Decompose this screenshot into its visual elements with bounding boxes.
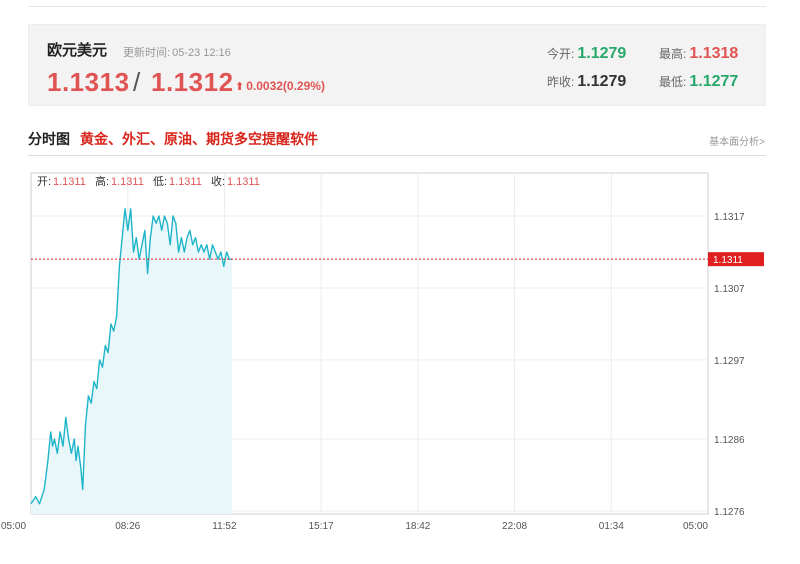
plot-frame [30, 172, 709, 515]
y-tick-label: 1.1307 [714, 284, 745, 295]
ask-price: 1.1312 [151, 67, 234, 97]
update-time-value: 05-23 12:16 [172, 47, 231, 59]
stat-low: 最低: 1.1277 [659, 73, 738, 91]
promo-link[interactable]: 黄金、外汇、原油、期货多空提醒软件 [80, 131, 318, 147]
up-arrow-icon: ⬆ [235, 81, 245, 93]
section-divider [28, 155, 766, 156]
stat-low-value: 1.1277 [689, 73, 739, 90]
y-tick-label: 1.1276 [714, 507, 745, 518]
stat-high: 最高: 1.1318 [659, 45, 738, 63]
price-line [30, 208, 233, 505]
section-title: 分时图 [28, 131, 70, 147]
top-divider [28, 6, 766, 7]
current-price-label: 1.1311 [713, 255, 743, 266]
price-change: ⬆ 0.0032(0.29%) [235, 79, 325, 93]
bid-price: 1.1313 [47, 67, 130, 97]
x-tick-label: 05:00 [1, 521, 26, 532]
ohlc-label: 开: [37, 176, 51, 188]
x-tick-label: 05:00 [683, 521, 708, 532]
stat-open: 今开: 1.1279 [547, 45, 626, 63]
update-time: 更新时间: 05-23 12:16 [123, 44, 231, 60]
ohlc-value: 1.1311 [53, 176, 86, 188]
stat-prev-close: 昨收: 1.1279 [547, 73, 626, 91]
intraday-chart[interactable]: 1.1317 1.1307 1.1297 1.1286 1.1276 05:00 08:26… [0, 156, 800, 564]
ohlc-value: 1.1311 [111, 176, 144, 188]
y-tick-label: 1.1317 [714, 212, 745, 223]
stat-low-label: 最低: [659, 75, 687, 89]
instrument-name: 欧元美元 [47, 42, 108, 59]
price-area [31, 208, 233, 515]
ohlc-value: 1.1311 [227, 176, 260, 188]
stat-prev-close-value: 1.1279 [577, 73, 627, 90]
stat-open-label: 今开: [547, 47, 575, 61]
x-tick-label: 22:08 [502, 521, 527, 532]
x-tick-label: 15:17 [309, 521, 334, 532]
price-separator: / [133, 67, 141, 97]
ohlc-label: 低: [153, 175, 167, 188]
x-tick-label: 18:42 [405, 521, 430, 532]
update-time-label: 更新时间: [123, 47, 171, 59]
quote-panel: 欧元美元 更新时间: 05-23 12:16 1.1313 / 1.1312 ⬆ 0… [28, 24, 766, 106]
current-price-tag [708, 252, 764, 267]
stat-open-value: 1.1279 [577, 45, 627, 62]
ohlc-label: 收: [211, 174, 225, 188]
stat-prev-close-label: 昨收: [547, 75, 575, 89]
ohlc-label: 高: [95, 174, 109, 188]
fundamental-analysis-link[interactable]: 基本面分析> [709, 137, 765, 148]
stat-high-label: 最高: [659, 47, 687, 61]
y-tick-label: 1.1286 [714, 435, 745, 446]
stat-high-value: 1.1318 [689, 45, 739, 62]
x-tick-label: 08:26 [115, 521, 140, 532]
ohlc-value: 1.1311 [169, 176, 202, 188]
y-tick-label: 1.1297 [714, 356, 745, 367]
x-tick-label: 11:52 [212, 521, 237, 532]
price-change-value: 0.0032(0.29%) [246, 79, 325, 93]
x-tick-label: 01:34 [599, 521, 624, 532]
intraday-chart-svg[interactable]: 1.1317 1.1307 1.1297 1.1286 1.1276 05:00 08:26… [0, 156, 800, 564]
